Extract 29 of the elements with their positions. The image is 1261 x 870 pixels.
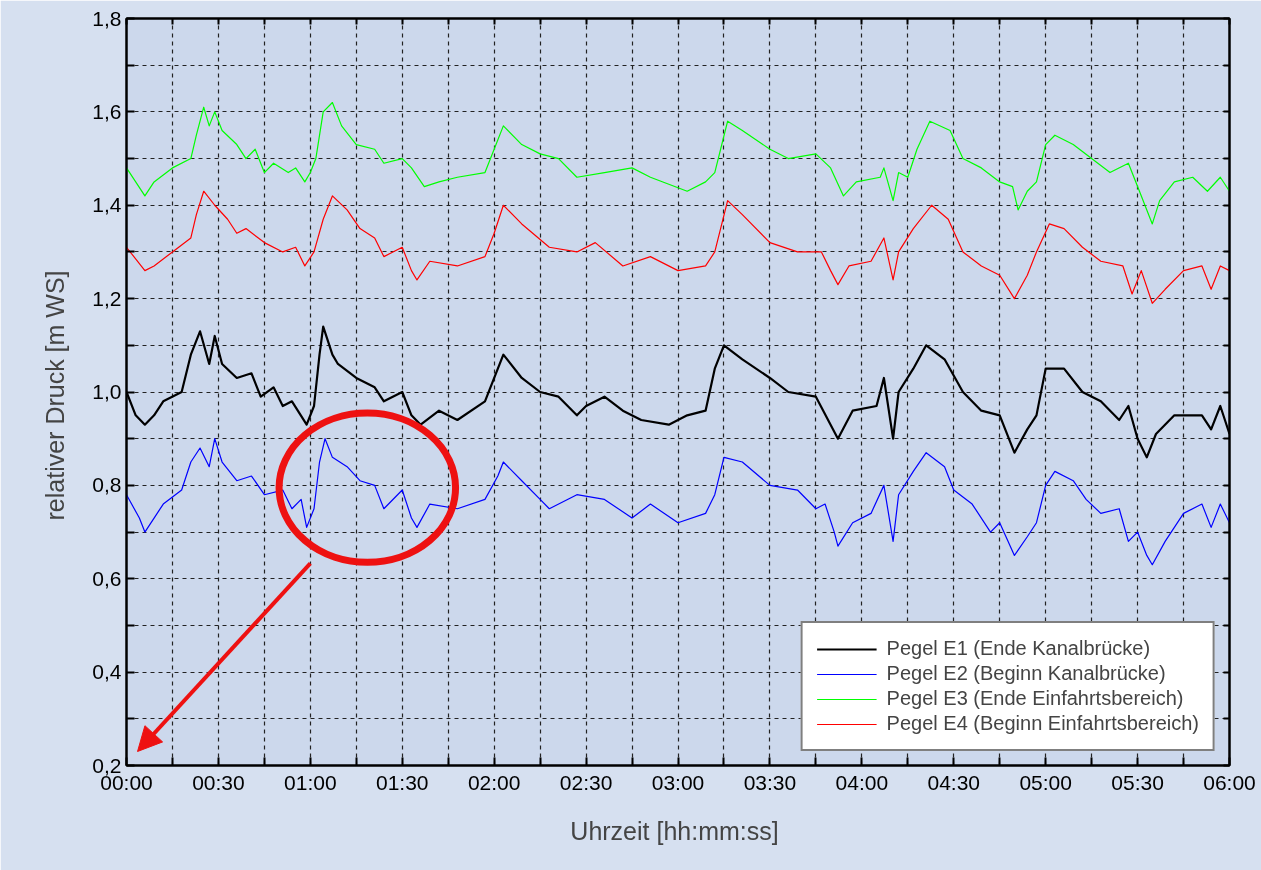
- x-tick-label: 06:00: [1203, 770, 1256, 794]
- legend-label: Pegel E4 (Beginn Einfahrtsbereich): [886, 712, 1199, 735]
- y-tick-label: 0,4: [92, 660, 122, 684]
- x-tick-label: 01:30: [375, 770, 429, 794]
- y-tick-label: 1,8: [92, 6, 122, 30]
- x-axis-title: Uhrzeit [hh:mm:ss]: [570, 816, 779, 845]
- x-tick-label: 04:00: [835, 770, 889, 794]
- y-tick-label: 1,0: [92, 380, 122, 403]
- y-axis-title: relativer Druck [m WS]: [41, 270, 70, 521]
- x-tick-label: 02:30: [559, 770, 613, 794]
- y-tick-label: 1,4: [92, 193, 122, 217]
- y-tick-label: 1,6: [92, 99, 122, 123]
- line-series: [126, 101, 1230, 225]
- x-tick-label: 01:00: [284, 770, 337, 794]
- x-tick-label: 05:00: [1019, 770, 1072, 794]
- x-tick-label: 00:30: [192, 770, 245, 794]
- legend-label: Pegel E1 (Ende Kanalbrücke): [886, 637, 1151, 660]
- x-tick-label: 04:30: [927, 770, 981, 794]
- x-tick-label: 05:30: [1111, 770, 1164, 794]
- line-series: [126, 190, 1230, 304]
- y-tick-label: 0,8: [92, 473, 122, 497]
- x-tick-label: 02:00: [467, 770, 521, 794]
- y-tick-label: 0,6: [92, 566, 122, 590]
- legend-label: Pegel E2 (Beginn Kanalbrücke): [886, 662, 1166, 685]
- legend-label: Pegel E3 (Ende Einfahrtsbereich): [886, 687, 1184, 710]
- x-tick-label: 03:30: [743, 770, 797, 794]
- x-tick-label: 03:00: [651, 770, 705, 794]
- y-tick-label: 1,2: [92, 286, 122, 310]
- line-series: [126, 438, 1230, 566]
